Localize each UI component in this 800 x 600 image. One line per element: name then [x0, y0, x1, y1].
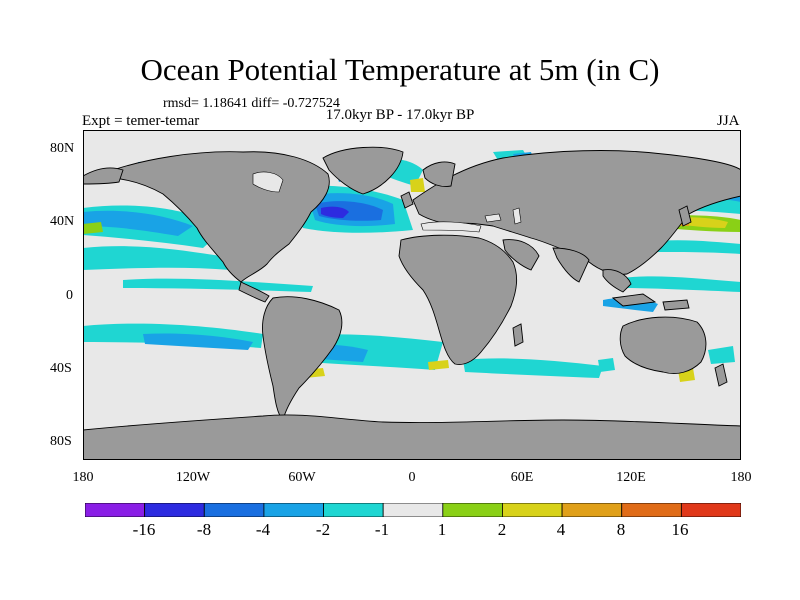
season-label: JJA — [717, 113, 740, 129]
lon-label-180w: 180 — [72, 470, 94, 485]
lon-label-0: 0 — [408, 470, 416, 485]
new-guinea — [662, 299, 690, 311]
colorbar-swatch — [561, 503, 623, 517]
mediterranean — [420, 221, 482, 233]
colorbar-label: -16 — [132, 520, 156, 539]
colorbar-label: 8 — [616, 520, 626, 539]
colorbar-label: 2 — [497, 520, 507, 539]
barents-warm — [410, 178, 425, 192]
warm-pool-cool — [623, 276, 741, 292]
tropical-pacific-band — [123, 278, 313, 292]
land-masses — [83, 146, 741, 460]
colorbar-label: -1 — [374, 520, 390, 539]
colorbar-swatch — [85, 503, 146, 517]
scandinavia — [422, 161, 456, 187]
north-atlantic-core — [321, 206, 349, 218]
colorbar-label: 4 — [556, 520, 566, 539]
north-pacific-cool-core — [83, 210, 193, 236]
colorbar-swatch — [382, 503, 444, 517]
central-america — [238, 281, 270, 303]
greenland — [322, 146, 404, 195]
eurasia — [412, 150, 741, 275]
map-frame — [83, 130, 741, 460]
lat-label-80n: 80N — [50, 141, 75, 156]
colorbar-label: -2 — [315, 520, 331, 539]
southeast-asia — [602, 269, 632, 293]
north-pacific-warm-patch — [83, 222, 103, 234]
colorbar-label: -8 — [196, 520, 212, 539]
colorbar-label: 1 — [437, 520, 447, 539]
lon-label-120e: 120E — [616, 470, 646, 485]
lon-label-60e: 60E — [510, 470, 534, 485]
australia-west-cool — [598, 358, 615, 372]
colorbar-swatch — [323, 503, 384, 517]
south-pacific-cool-2 — [143, 333, 253, 350]
alaska — [83, 167, 124, 185]
lon-label-120w: 120W — [175, 470, 211, 485]
stats-label: rmsd= 1.18641 diff= -0.727524 — [163, 96, 340, 111]
lat-label-40n: 40N — [50, 214, 75, 229]
colorbar-swatch — [621, 503, 682, 517]
colorbar-swatch — [263, 503, 324, 517]
colorbar-swatch — [442, 503, 503, 517]
hudson-bay — [252, 171, 284, 193]
india — [552, 247, 590, 283]
caspian-sea — [512, 207, 522, 225]
arabia — [502, 239, 540, 271]
africa — [398, 234, 518, 365]
agulhas-warm — [428, 360, 449, 370]
north-pacific-east-band — [643, 240, 741, 254]
new-zealand — [714, 363, 728, 387]
australia — [619, 316, 707, 374]
madagascar — [512, 323, 524, 347]
south-indian-cool — [463, 358, 603, 378]
indonesia — [611, 293, 657, 307]
lat-label-80s: 80S — [50, 434, 72, 449]
lon-label-180e: 180 — [730, 470, 752, 485]
black-sea — [484, 213, 502, 223]
british-isles — [400, 191, 414, 209]
colorbar-label: 16 — [671, 520, 689, 539]
world-map — [83, 130, 741, 460]
lat-label-40s: 40S — [50, 361, 72, 376]
australia-east-cool — [708, 346, 735, 364]
colorbar-swatch — [203, 503, 265, 517]
colorbar-label: -4 — [255, 520, 271, 539]
inland-water — [252, 171, 522, 233]
plot-title: Ocean Potential Temperature at 5m (in C) — [140, 52, 660, 87]
experiment-label: Expt = temer-temar — [82, 113, 200, 129]
antarctica — [83, 414, 741, 460]
japan — [678, 205, 692, 227]
time-label: 17.0kyr BP - 17.0kyr BP — [325, 107, 475, 123]
lat-label-0: 0 — [66, 288, 73, 303]
colorbar-swatch — [144, 503, 205, 517]
subtropical-pacific-cool-band — [83, 246, 233, 270]
lon-label-60w: 60W — [288, 470, 316, 485]
colorbar-swatch — [502, 503, 563, 517]
colorbar — [85, 503, 741, 517]
south-america — [262, 296, 343, 421]
colorbar-swatch — [680, 503, 741, 517]
